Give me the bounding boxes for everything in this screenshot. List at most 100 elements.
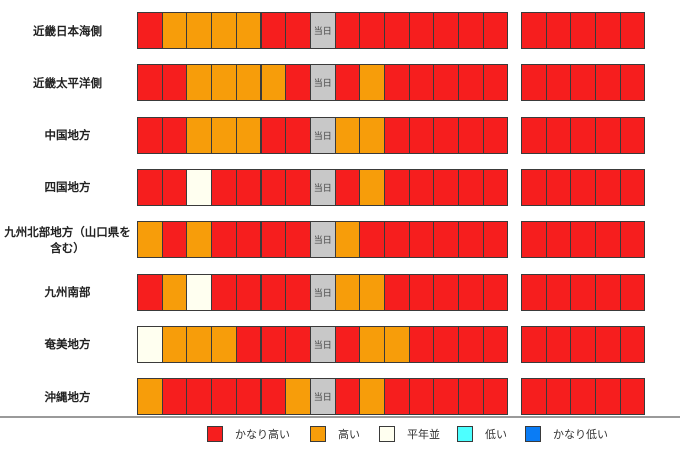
today-cell: 当日 (309, 273, 336, 311)
forecast-cell (570, 64, 597, 102)
forecast-cell (595, 168, 621, 206)
forecast-cell (137, 12, 163, 49)
forecast-cell (359, 378, 385, 416)
forecast-cell (186, 116, 213, 154)
forecast-cell (359, 168, 385, 206)
forecast-cell (482, 221, 509, 259)
legend-item: かなり低い (525, 426, 608, 442)
forecast-cell (570, 378, 597, 416)
legend-item: 高い (310, 426, 360, 442)
forecast-cell (260, 64, 287, 102)
forecast-cell (359, 64, 385, 102)
forecast-cell (482, 168, 509, 206)
forecast-cell (458, 221, 484, 259)
forecast-cell (211, 12, 237, 49)
forecast-cell (433, 116, 460, 154)
forecast-cell (359, 221, 385, 259)
forecast-cell (285, 325, 311, 363)
forecast-cell (359, 325, 385, 363)
forecast-cell (595, 325, 621, 363)
forecast-cell (570, 116, 597, 154)
forecast-cell (384, 64, 410, 102)
today-cell: 当日 (309, 221, 336, 259)
forecast-cell (619, 378, 646, 416)
forecast-cell (260, 12, 287, 49)
forecast-cell (408, 64, 435, 102)
forecast-cell (137, 378, 163, 416)
forecast-cell (186, 325, 213, 363)
forecast-cell (211, 378, 237, 416)
forecast-cell (260, 273, 287, 311)
forecast-cell (211, 64, 237, 102)
today-cell: 当日 (309, 325, 336, 363)
forecast-cell (482, 273, 509, 311)
forecast-cell (384, 273, 410, 311)
forecast-cell (384, 325, 410, 363)
region-label: 近畿日本海側 (33, 23, 102, 38)
legend-label: かなり低い (553, 428, 608, 441)
forecast-cell (521, 64, 547, 102)
legend-label: 低い (485, 428, 507, 441)
forecast-cell (161, 221, 188, 259)
legend-swatch (379, 426, 395, 442)
forecast-cell (359, 273, 385, 311)
legend-swatch (525, 426, 541, 442)
forecast-cell (285, 12, 311, 49)
forecast-cell (384, 168, 410, 206)
today-cell: 当日 (309, 378, 336, 416)
forecast-cell (384, 378, 410, 416)
forecast-cell (186, 378, 213, 416)
forecast-cell (482, 64, 509, 102)
forecast-cell (408, 12, 435, 49)
forecast-cell (408, 325, 435, 363)
legend-swatch (457, 426, 473, 442)
forecast-cell (408, 116, 435, 154)
forecast-cell (595, 378, 621, 416)
forecast-cell (186, 64, 213, 102)
forecast-cell (161, 325, 188, 363)
forecast-cell (458, 12, 484, 49)
forecast-cell (334, 168, 361, 206)
legend-swatch (207, 426, 223, 442)
forecast-cell (161, 12, 188, 49)
legend-label: 平年並 (407, 428, 440, 441)
forecast-cell (137, 168, 163, 206)
forecast-cell (285, 116, 311, 154)
legend-item: かなり高い (207, 426, 290, 442)
forecast-cell (545, 221, 572, 259)
divider-line (0, 416, 680, 418)
forecast-cell (235, 273, 262, 311)
forecast-cell (619, 221, 646, 259)
forecast-cell (433, 273, 460, 311)
forecast-cell (285, 378, 311, 416)
forecast-cell (521, 116, 547, 154)
forecast-cell (334, 12, 361, 49)
today-cell: 当日 (309, 64, 336, 102)
legend-item: 平年並 (379, 426, 440, 442)
forecast-cell (619, 325, 646, 363)
forecast-cell (545, 273, 572, 311)
forecast-cell (458, 168, 484, 206)
forecast-cell (482, 378, 509, 416)
forecast-cell (482, 12, 509, 49)
forecast-cell (260, 221, 287, 259)
forecast-cell (235, 325, 262, 363)
forecast-cell (458, 273, 484, 311)
forecast-cell (161, 64, 188, 102)
forecast-cell (260, 116, 287, 154)
forecast-cell (137, 116, 163, 154)
forecast-cell (161, 116, 188, 154)
forecast-cell (408, 168, 435, 206)
forecast-cell (334, 378, 361, 416)
forecast-cell (285, 221, 311, 259)
forecast-cell (161, 168, 188, 206)
forecast-cell (458, 325, 484, 363)
forecast-cell (235, 168, 262, 206)
forecast-cell (619, 116, 646, 154)
forecast-cell (595, 64, 621, 102)
region-label: 九州南部 (44, 285, 91, 299)
forecast-cell (334, 273, 361, 311)
region-label: 近畿太平洋側 (33, 75, 102, 90)
forecast-cell (186, 221, 213, 259)
forecast-cell (570, 221, 597, 259)
